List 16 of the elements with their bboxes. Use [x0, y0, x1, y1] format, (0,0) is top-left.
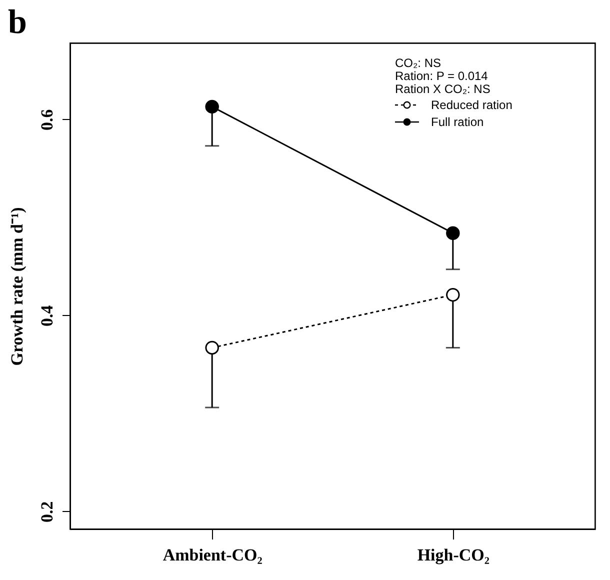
legend-label: Full ration — [431, 115, 484, 129]
y-axis-title: Growth rate (mm d⁻¹) — [8, 207, 26, 366]
point — [205, 100, 219, 114]
annotation: Ration X CO₂: NS — [395, 82, 490, 96]
y-tick-label: 0.4 — [38, 304, 56, 327]
annotation: Ration: P = 0.014 — [395, 69, 488, 83]
chart-title: b — [8, 4, 27, 41]
point — [446, 288, 460, 302]
point — [446, 226, 460, 240]
annotation: CO₂: NS — [395, 56, 441, 70]
legend-label: Reduced ration — [431, 98, 512, 112]
x-tick-label: Ambient-CO₂ — [162, 546, 262, 564]
y-tick-label: 0.2 — [38, 501, 56, 522]
x-tick-label: High-CO₂ — [417, 546, 490, 564]
point — [205, 340, 219, 355]
y-tick-label: 0.6 — [38, 109, 56, 131]
